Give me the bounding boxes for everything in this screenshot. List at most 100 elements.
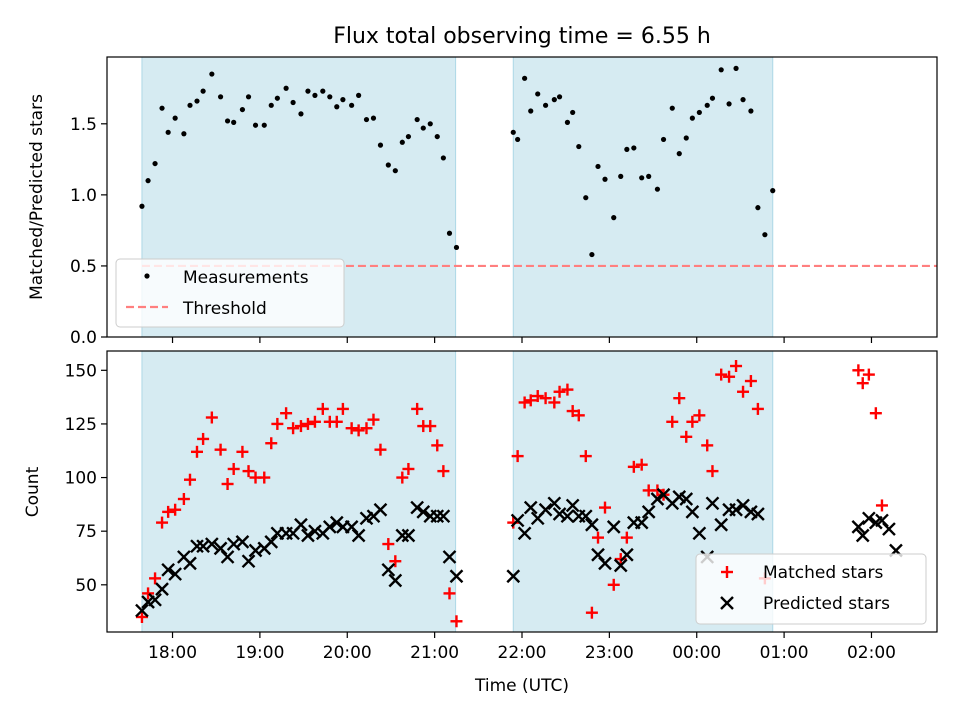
matched-star-point bbox=[561, 383, 574, 396]
measurement-point bbox=[268, 102, 274, 108]
matched-star-point bbox=[592, 531, 605, 544]
measurement-point bbox=[733, 65, 739, 71]
measurement-point bbox=[224, 118, 231, 124]
measurement-point bbox=[392, 168, 398, 174]
matched-star-point bbox=[330, 415, 343, 428]
predicted-star-point bbox=[517, 526, 532, 541]
predicted-star-point bbox=[322, 520, 337, 534]
matched-star-point bbox=[730, 360, 743, 373]
measurement-point bbox=[385, 162, 391, 168]
predicted-star-point bbox=[882, 522, 896, 536]
matched-star-point bbox=[614, 553, 627, 566]
measurement-point bbox=[414, 116, 420, 123]
y-tick-label: 100 bbox=[65, 469, 97, 489]
measurement-point bbox=[535, 91, 541, 97]
matched-star-point bbox=[184, 473, 196, 486]
matched-star-point bbox=[751, 402, 764, 415]
predicted-star-point bbox=[329, 515, 344, 530]
measurement-point bbox=[740, 97, 746, 103]
predicted-star-point bbox=[613, 558, 628, 573]
matched-star-point bbox=[396, 471, 409, 484]
predicted-star-point bbox=[862, 511, 876, 526]
x-tick-label: 01:00 bbox=[760, 643, 809, 663]
ratio-panel: 0.0 0.5 1.0 1.5 bbox=[70, 56, 938, 348]
matched-star-point bbox=[177, 493, 190, 506]
y-tick-label: 150 bbox=[65, 361, 97, 381]
matched-star-point bbox=[135, 610, 148, 623]
measurement-point bbox=[510, 129, 516, 135]
measurement-point bbox=[576, 143, 582, 150]
predicted-star-point bbox=[148, 592, 162, 607]
predicted-star-point bbox=[410, 500, 425, 515]
matched-star-point bbox=[585, 606, 598, 619]
measurement-point bbox=[660, 136, 667, 143]
x-tick-label: 19:00 bbox=[235, 643, 284, 663]
predicted-star-point bbox=[416, 505, 431, 519]
predicted-star-point bbox=[751, 507, 765, 521]
measurement-point bbox=[152, 160, 158, 167]
measurement-point bbox=[434, 133, 440, 140]
ratio-legend: Measurements Threshold bbox=[115, 258, 345, 328]
measurement-point bbox=[709, 95, 716, 101]
measurement-point bbox=[522, 75, 528, 81]
matched-star-point bbox=[197, 432, 210, 445]
predicted-star-point bbox=[401, 528, 416, 543]
predicted-star-point bbox=[135, 603, 149, 618]
measurement-point bbox=[349, 102, 355, 108]
matched-star-point bbox=[875, 499, 888, 512]
matched-star-point bbox=[627, 460, 640, 473]
x-tick-label: 20:00 bbox=[323, 643, 372, 663]
measurement-point bbox=[748, 108, 754, 114]
matched-star-point bbox=[539, 392, 552, 405]
measurement-point bbox=[440, 155, 446, 161]
matched-star-point bbox=[524, 394, 537, 407]
matched-star-point bbox=[531, 390, 544, 403]
matched-star-point bbox=[227, 462, 240, 475]
measurement-point bbox=[420, 125, 426, 131]
matched-star-point bbox=[579, 450, 592, 463]
predicted-star-point bbox=[436, 509, 451, 524]
matched-star-point bbox=[673, 392, 686, 405]
predicted-star-point bbox=[241, 554, 256, 569]
measurement-point bbox=[589, 251, 595, 258]
measurement-point bbox=[453, 244, 460, 251]
measurement-point bbox=[542, 102, 549, 108]
count-y-axis-label: Count bbox=[23, 466, 43, 517]
measurement-point bbox=[631, 145, 637, 151]
measurement-point bbox=[377, 142, 384, 148]
matched-star-point bbox=[548, 396, 561, 409]
predicted-star-point bbox=[381, 562, 396, 577]
measurement-point bbox=[595, 163, 601, 170]
measurement-point bbox=[654, 186, 661, 192]
matched-star-point bbox=[693, 409, 706, 422]
measurement-point bbox=[583, 195, 589, 201]
predicted-star-point bbox=[851, 520, 866, 534]
matched-star-point bbox=[308, 415, 321, 428]
legend-measurements-marker bbox=[144, 273, 150, 279]
measurement-point bbox=[217, 94, 224, 100]
matched-star-point bbox=[869, 407, 882, 420]
measurement-point bbox=[618, 173, 624, 179]
matched-star-point bbox=[701, 439, 714, 452]
matched-star-point bbox=[294, 420, 307, 433]
measurement-point bbox=[252, 122, 259, 128]
x-tick-label: 00:00 bbox=[672, 643, 721, 663]
chart-title: Flux total observing time = 6.55 h bbox=[333, 24, 711, 49]
predicted-star-point bbox=[560, 509, 575, 524]
measurement-point bbox=[602, 176, 608, 182]
y-tick-label: 50 bbox=[75, 576, 97, 596]
matched-star-point bbox=[382, 538, 395, 551]
measurement-point bbox=[755, 205, 761, 211]
matched-star-point bbox=[599, 501, 611, 514]
predicted-star-point bbox=[373, 502, 388, 517]
matched-star-point bbox=[389, 555, 402, 568]
measurement-point bbox=[200, 88, 206, 94]
predicted-star-point bbox=[442, 550, 457, 564]
matched-star-point bbox=[214, 443, 227, 456]
measurement-point bbox=[551, 97, 557, 103]
measurement-point bbox=[363, 116, 370, 123]
matched-star-point bbox=[265, 437, 278, 450]
matched-star-point bbox=[411, 402, 424, 415]
predicted-star-point bbox=[449, 569, 464, 584]
